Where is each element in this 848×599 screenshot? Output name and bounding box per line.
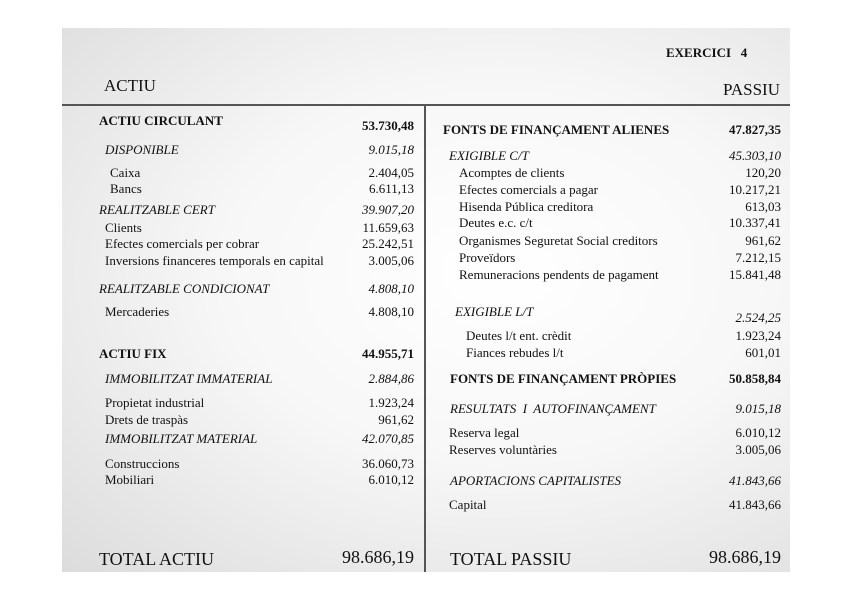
row-label: EXIGIBLE L/T: [455, 304, 534, 319]
row-value: 25.242,51: [362, 236, 414, 251]
row-label: Deutes l/t ent. crèdit: [466, 328, 572, 343]
row-label: Organismes Seguretat Social creditors: [459, 233, 658, 248]
row-value: 4.808,10: [368, 304, 415, 319]
row-label: Deutes e.c. c/t: [459, 215, 533, 230]
total-passiu-label: TOTAL PASSIU: [450, 549, 572, 569]
row-label: Fiances rebudes l/t: [466, 345, 564, 360]
row-label: Reserves voluntàries: [449, 442, 557, 457]
row-label: DISPONIBLE: [105, 142, 179, 157]
row-value: 47.827,35: [729, 122, 781, 137]
total-actiu-value: 98.686,19: [342, 547, 414, 567]
row-label: IMMOBILITZAT MATERIAL: [105, 431, 258, 446]
row-value: 11.659,63: [362, 220, 414, 235]
actiu-heading: ACTIU: [104, 76, 156, 95]
row-value: 2.884,86: [368, 371, 415, 386]
row-value: 41.843,66: [729, 473, 781, 488]
row-value: 10.337,41: [729, 215, 781, 230]
row-label: RESULTATS I AUTOFINANÇAMENT: [450, 401, 656, 416]
row-label: Remuneracions pendents de pagament: [459, 267, 659, 282]
row-label: Bancs: [110, 181, 142, 196]
row-value: 53.730,48: [362, 118, 414, 133]
balance-sheet-page: [62, 28, 790, 572]
row-label: Propietat industrial: [105, 395, 205, 410]
row-label: EXIGIBLE C/T: [449, 148, 529, 163]
row-value: 2.404,05: [368, 165, 415, 180]
header-divider: [62, 104, 790, 106]
row-value: 3.005,06: [735, 442, 782, 457]
row-label: Mobiliari: [105, 472, 155, 487]
row-value: 7.212,15: [735, 250, 782, 265]
exercici-label: EXERCICI 4: [666, 45, 748, 60]
row-label: REALITZABLE CONDICIONAT: [99, 281, 270, 296]
row-value: 9.015,18: [368, 142, 415, 157]
row-label: Hisenda Pública creditora: [459, 199, 594, 214]
row-label: Inversions financeres temporals en capit…: [105, 253, 324, 268]
row-label: ACTIU FIX: [99, 346, 167, 361]
row-label: ACTIU CIRCULANT: [99, 113, 223, 128]
row-value: 2.524,25: [735, 310, 782, 325]
row-value: 1.923,24: [735, 328, 782, 343]
row-label: REALITZABLE CERT: [99, 202, 215, 217]
row-label: FONTS DE FINANÇAMENT ALIENES: [443, 122, 670, 137]
total-passiu-value: 98.686,19: [709, 547, 781, 567]
row-value: 3.005,06: [368, 253, 415, 268]
row-value: 9.015,18: [735, 401, 782, 416]
row-label: APORTACIONS CAPITALISTES: [450, 473, 622, 488]
row-label: Efectes comercials per cobrar: [105, 236, 260, 251]
column-divider: [424, 104, 426, 572]
row-label: Capital: [449, 497, 487, 512]
row-label: Efectes comercials a pagar: [459, 182, 598, 197]
row-value: 15.841,48: [729, 267, 781, 282]
row-label: Acomptes de clients: [459, 165, 565, 180]
row-value: 6.010,12: [735, 425, 782, 440]
row-value: 601,01: [745, 345, 781, 360]
passiu-heading: PASSIU: [722, 80, 780, 99]
row-label: Mercaderies: [105, 304, 170, 319]
row-value: 39.907,20: [362, 202, 414, 217]
row-value: 6.010,12: [368, 472, 415, 487]
row-value: 45.303,10: [729, 148, 781, 163]
row-value: 41.843,66: [729, 497, 781, 512]
row-label: Construccions: [105, 456, 180, 471]
row-value: 10.217,21: [729, 182, 781, 197]
row-value: 613,03: [745, 199, 781, 214]
row-value: 961,62: [745, 233, 781, 248]
row-label: Proveïdors: [459, 250, 516, 265]
row-label: Reserva legal: [449, 425, 520, 440]
row-label: Clients: [105, 220, 142, 235]
row-value: 6.611,13: [368, 181, 414, 196]
row-value: 36.060,73: [362, 456, 414, 471]
row-value: 42.070,85: [362, 431, 414, 446]
row-value: 50.858,84: [729, 371, 781, 386]
row-value: 1.923,24: [368, 395, 415, 410]
row-label: FONTS DE FINANÇAMENT PRÒPIES: [450, 371, 677, 386]
row-value: 961,62: [378, 412, 414, 427]
total-actiu-label: TOTAL ACTIU: [99, 549, 215, 569]
row-value: 44.955,71: [362, 346, 414, 361]
row-label: Drets de traspàs: [105, 412, 189, 427]
row-value: 120,20: [745, 165, 781, 180]
row-value: 4.808,10: [368, 281, 415, 296]
row-label: Caixa: [110, 165, 141, 180]
row-label: IMMOBILITZAT IMMATERIAL: [105, 371, 273, 386]
